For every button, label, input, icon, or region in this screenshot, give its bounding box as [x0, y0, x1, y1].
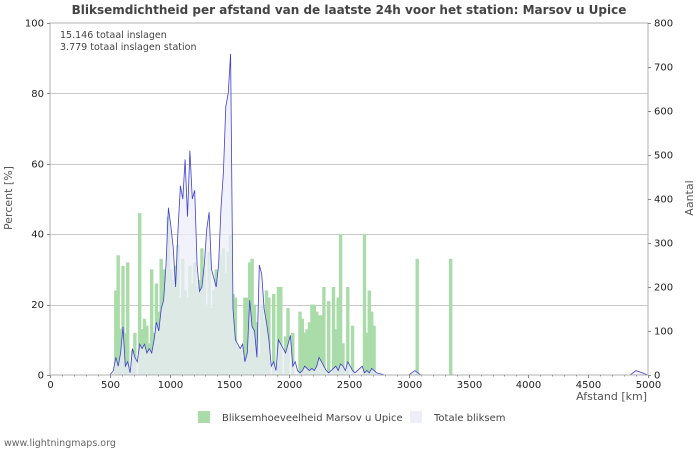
bar-630 [123, 332, 127, 375]
y-right-tick-label-0: 0 [654, 371, 660, 382]
bar-850 [150, 269, 154, 375]
y-right-axis-ticks: 0 100 200 300 400 500 600 700 800 [648, 19, 673, 382]
bar-2690 [370, 311, 374, 375]
y-left-tick-label-100: 100 [25, 19, 44, 30]
bar-1690 [250, 258, 254, 375]
y-left-tick-label-0: 0 [38, 371, 44, 382]
x-tick-label-1000: 1000 [158, 380, 183, 391]
x-tick-label-3500: 3500 [457, 380, 482, 391]
footer-credit: www.lightningmaps.org [4, 438, 116, 449]
y-right-tick-label-300: 300 [654, 239, 673, 250]
bar-1930 [279, 287, 283, 375]
bar-2670 [367, 290, 371, 375]
y-right-axis-label: Aantal [683, 180, 696, 215]
y-left-tick-label-40: 40 [31, 230, 44, 241]
legend: Bliksemhoeveelheid Marsov u Upice Totale… [198, 411, 505, 424]
bar-2290 [322, 287, 326, 375]
bar-1830 [267, 297, 271, 375]
bar-2270 [319, 315, 324, 375]
legend-label-station: Bliksemhoeveelheid Marsov u Upice [222, 413, 403, 424]
bar-1990 [286, 308, 290, 375]
bar-2630 [362, 234, 367, 375]
bar-2330 [327, 301, 331, 375]
bar-3350 [449, 258, 453, 375]
bar-2650 [365, 332, 369, 375]
bar-1650 [245, 297, 249, 375]
bar-2250 [317, 315, 321, 375]
bar-2430 [338, 234, 343, 375]
y-left-axis-ticks: 0 20 40 60 80 100 [25, 19, 50, 382]
bar-710 [133, 332, 137, 375]
bar-2370 [331, 287, 336, 375]
legend-label-total: Totale bliksem [433, 413, 505, 424]
bar-2450 [341, 343, 345, 375]
x-tick-label-500: 500 [101, 380, 120, 391]
y-left-axis-label: Percent [%] [2, 166, 15, 230]
bar-810 [145, 325, 149, 375]
total-strikes-note: 15.146 totaal inslagen [60, 30, 167, 41]
x-tick-label-1500: 1500 [217, 380, 242, 391]
bar-2090 [298, 311, 302, 375]
total-line [50, 53, 649, 376]
x-tick-label-4000: 4000 [516, 380, 541, 391]
bar-1630 [243, 297, 247, 375]
bar-2170 [307, 322, 312, 375]
y-right-tick-label-100: 100 [654, 327, 673, 338]
bar-2210 [312, 304, 316, 375]
x-axis-label: Afstand [km] [576, 390, 647, 403]
chart-title: Bliksemdichtheid per afstand van de laat… [72, 3, 627, 17]
bar-2490 [346, 287, 350, 375]
x-tick-label-0: 0 [47, 380, 53, 391]
y-left-tick-label-20: 20 [31, 300, 44, 311]
station-strikes-note: 3.779 totaal inslagen station [60, 42, 196, 53]
bar-1910 [276, 287, 281, 375]
x-tick-label-2000: 2000 [277, 380, 302, 391]
y-right-tick-label-400: 400 [654, 195, 673, 206]
y-right-tick-label-700: 700 [654, 63, 673, 74]
legend-swatch-total [410, 411, 422, 423]
bar-650 [126, 262, 130, 375]
bar-750 [138, 213, 142, 375]
x-tick-label-5000: 5000 [636, 380, 661, 391]
y-right-tick-label-800: 800 [654, 19, 673, 30]
bar-1870 [272, 294, 276, 375]
bar-570 [116, 255, 120, 375]
total-lightning-area [50, 53, 649, 376]
bar-2390 [334, 329, 338, 375]
legend-swatch-station [198, 411, 210, 423]
bar-2110 [300, 318, 305, 375]
bar-3070 [415, 258, 419, 375]
x-tick-label-4500: 4500 [576, 380, 601, 391]
y-right-tick-label-500: 500 [654, 151, 673, 162]
bar-2530 [350, 325, 355, 375]
x-tick-label-3000: 3000 [397, 380, 422, 391]
y-left-tick-label-80: 80 [31, 89, 44, 100]
x-axis-ticks: 0 500 1000 1500 2000 2500 3000 3500 4000 4500 5000 [47, 375, 661, 391]
bar-2150 [305, 329, 309, 375]
x-tick-label-2500: 2500 [337, 380, 362, 391]
y-right-tick-label-600: 600 [654, 107, 673, 118]
y-left-tick-label-60: 60 [31, 159, 44, 170]
bar-2190 [310, 304, 314, 375]
total-area-fill [50, 53, 648, 376]
bar-2710 [372, 325, 376, 375]
bar-610 [121, 265, 125, 375]
bar-2030 [291, 332, 295, 375]
y-right-tick-label-200: 200 [654, 283, 673, 294]
bar-550 [114, 290, 118, 375]
bar-2230 [315, 311, 319, 375]
bar-2130 [303, 332, 307, 375]
bar-2410 [336, 297, 340, 375]
